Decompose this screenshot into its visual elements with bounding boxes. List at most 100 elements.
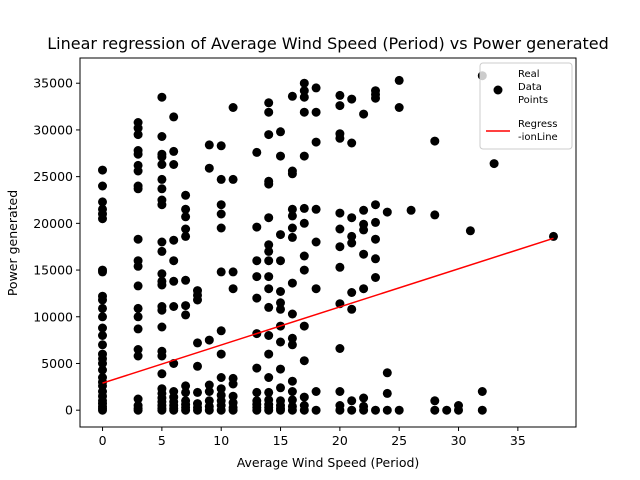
data-point xyxy=(335,101,345,111)
data-point xyxy=(252,256,262,266)
data-point xyxy=(98,340,107,350)
data-point xyxy=(287,232,297,242)
data-point xyxy=(133,256,143,266)
data-point xyxy=(216,209,226,219)
data-point xyxy=(216,349,226,359)
data-point xyxy=(133,312,143,322)
data-point xyxy=(157,132,167,141)
y-tick-label: 10000 xyxy=(33,309,73,324)
data-point xyxy=(157,302,167,311)
data-point xyxy=(430,405,440,415)
data-point xyxy=(252,272,262,282)
legend: Real Data Points Regress -ionLine xyxy=(479,62,573,150)
data-point xyxy=(276,230,285,240)
data-point xyxy=(133,324,143,334)
data-point xyxy=(359,205,369,215)
data-point xyxy=(228,373,238,383)
data-point xyxy=(371,234,380,244)
data-point xyxy=(98,349,107,359)
data-point xyxy=(181,387,191,397)
data-point xyxy=(287,278,297,288)
data-point xyxy=(299,151,309,161)
data-point xyxy=(216,390,226,400)
plot-frame xyxy=(79,57,577,428)
chart-title: Linear regression of Average Wind Speed … xyxy=(47,34,609,53)
data-point xyxy=(157,322,167,332)
data-point xyxy=(394,75,404,85)
data-point xyxy=(98,323,107,333)
data-point xyxy=(157,346,167,356)
data-point xyxy=(287,401,297,411)
data-point xyxy=(264,395,274,405)
data-point xyxy=(216,326,226,336)
data-point xyxy=(442,405,452,415)
data-point xyxy=(181,275,191,285)
data-point xyxy=(98,331,107,340)
data-point xyxy=(98,197,107,207)
data-point xyxy=(169,302,179,311)
data-point xyxy=(287,166,297,176)
data-point xyxy=(228,267,238,277)
data-point xyxy=(276,304,285,314)
data-point xyxy=(98,165,107,175)
y-tick-label: 20000 xyxy=(33,216,73,231)
data-point xyxy=(181,224,191,234)
data-point xyxy=(252,147,262,157)
data-point xyxy=(252,396,262,406)
data-point xyxy=(311,137,321,147)
data-point xyxy=(98,265,107,275)
data-point xyxy=(347,405,357,415)
y-axis-ticks: 0 5000 10000 15000 20000 25000 30000 35000 xyxy=(33,76,80,418)
data-point xyxy=(335,344,345,353)
data-point xyxy=(406,205,416,215)
data-point xyxy=(287,91,297,101)
data-point xyxy=(264,284,274,294)
data-point xyxy=(347,304,357,314)
data-point xyxy=(264,373,274,382)
data-point xyxy=(216,223,226,233)
data-point xyxy=(157,369,167,379)
data-point xyxy=(311,405,321,415)
data-point xyxy=(204,396,214,406)
data-point xyxy=(371,217,380,227)
data-point xyxy=(276,364,285,374)
regression-line-layer xyxy=(102,237,554,384)
y-tick-label: 30000 xyxy=(33,122,73,137)
data-point xyxy=(264,387,274,397)
data-point xyxy=(311,237,321,247)
data-point xyxy=(287,395,297,405)
data-point xyxy=(169,160,179,169)
data-point xyxy=(216,267,226,277)
data-point xyxy=(133,234,143,244)
data-point xyxy=(157,174,167,184)
data-point xyxy=(430,136,440,146)
data-point xyxy=(335,401,345,410)
data-point xyxy=(264,331,274,340)
data-point xyxy=(193,338,202,348)
x-tick-label: 5 xyxy=(158,433,166,448)
data-point xyxy=(228,174,238,184)
data-point xyxy=(371,405,380,415)
x-tick-label: 0 xyxy=(99,433,107,448)
data-point xyxy=(299,218,309,228)
data-point xyxy=(276,287,285,296)
data-point xyxy=(287,223,297,233)
data-point xyxy=(133,351,143,361)
legend-box xyxy=(479,62,573,150)
data-point xyxy=(347,396,357,406)
data-point xyxy=(98,291,107,301)
data-point xyxy=(264,246,274,256)
data-point xyxy=(133,160,143,170)
data-point xyxy=(287,333,297,343)
data-point xyxy=(311,83,321,93)
data-point xyxy=(359,219,369,229)
data-point xyxy=(489,159,499,169)
data-point xyxy=(477,405,487,415)
data-point xyxy=(169,387,179,396)
data-point xyxy=(193,387,202,397)
data-point xyxy=(133,181,143,191)
y-tick-label: 0 xyxy=(65,403,73,418)
data-point xyxy=(204,387,214,396)
data-point xyxy=(181,204,191,214)
data-point xyxy=(204,380,214,390)
